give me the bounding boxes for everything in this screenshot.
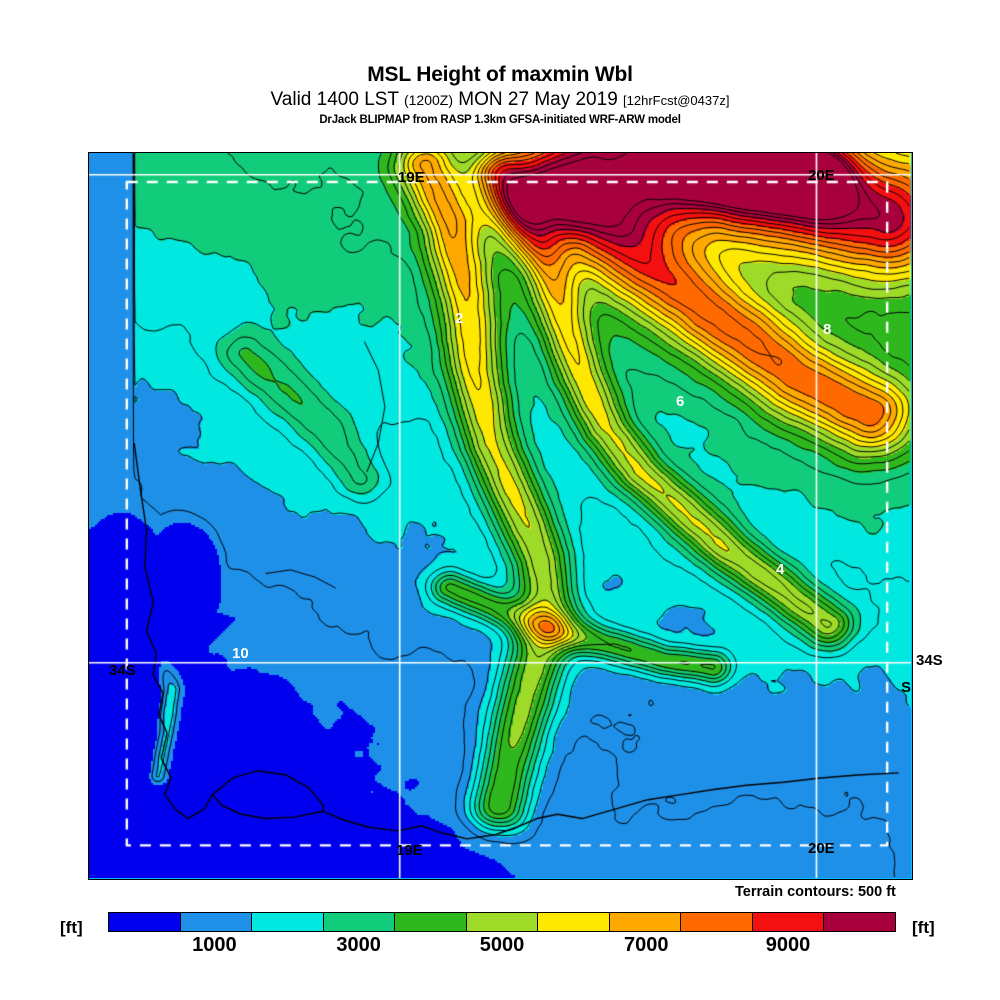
contour-label-6: 6 [676, 393, 685, 410]
colorbar-tick-9000: 9000 [765, 934, 811, 956]
grid-label-20E-1: 20E [808, 167, 835, 184]
colorbar-tick-5000: 5000 [479, 934, 525, 956]
grid-label-34S-4: 34S [109, 662, 136, 679]
weather-map[interactable] [88, 152, 913, 880]
edge-label-34S-0: 34S [916, 652, 943, 669]
grid-label-20E-3: 20E [808, 840, 835, 857]
terrain-field-canvas [89, 153, 911, 878]
contour-label-2: 2 [455, 310, 464, 327]
grid-label-S-5: S [901, 679, 912, 696]
colorbar-segment-3 [323, 913, 396, 931]
valid-date: MON 27 May 2019 [458, 89, 618, 111]
grid-label-19E-2: 19E [396, 842, 423, 859]
colorbar-unit-right: [ft] [912, 918, 935, 937]
colorbar-tick-3000: 3000 [336, 934, 381, 956]
colorbar-strip[interactable] [108, 912, 896, 932]
valid-time-prefix: Valid 1400 LST [270, 89, 399, 111]
contour-label-10: 10 [232, 645, 249, 662]
contour-label-8: 8 [823, 321, 832, 338]
colorbar-segment-2 [252, 913, 324, 931]
colorbar-tick-1000: 1000 [192, 934, 237, 956]
terrain-contour-note: Terrain contours: 500 ft [735, 884, 896, 900]
valid-time-zulu: (1200Z) [403, 92, 454, 109]
colorbar-segment-10 [824, 913, 896, 931]
contour-label-4: 4 [776, 561, 785, 578]
page-title: MSL Height of maxmin Wbl [367, 63, 633, 86]
colorbar-segment-7 [609, 913, 682, 931]
colorbar-segment-4 [395, 913, 467, 931]
colorbar-tick-7000: 7000 [623, 934, 669, 956]
colorbar-unit-left: [ft] [60, 918, 83, 937]
colorbar-segment-0 [109, 913, 181, 931]
colorbar-segment-5 [466, 913, 539, 931]
title-block: MSL Height of maxmin Wbl Valid 1400 LST … [0, 0, 1000, 126]
colorbar-legend: [ft] [ft] 1000 3000 5000 7000 9000 [0, 906, 1000, 966]
grid-label-19E-0: 19E [398, 169, 425, 186]
forecast-stamp: [12hrFcst@0437z] [623, 93, 730, 109]
colorbar-segment-8 [681, 913, 753, 931]
colorbar-segment-9 [752, 913, 825, 931]
colorbar-segment-6 [538, 913, 610, 931]
model-credit: DrJack BLIPMAP from RASP 1.3km GFSA-init… [319, 113, 681, 126]
colorbar-segment-1 [180, 913, 253, 931]
valid-time-line: Valid 1400 LST (1200Z) MON 27 May 2019 [… [0, 90, 1000, 110]
